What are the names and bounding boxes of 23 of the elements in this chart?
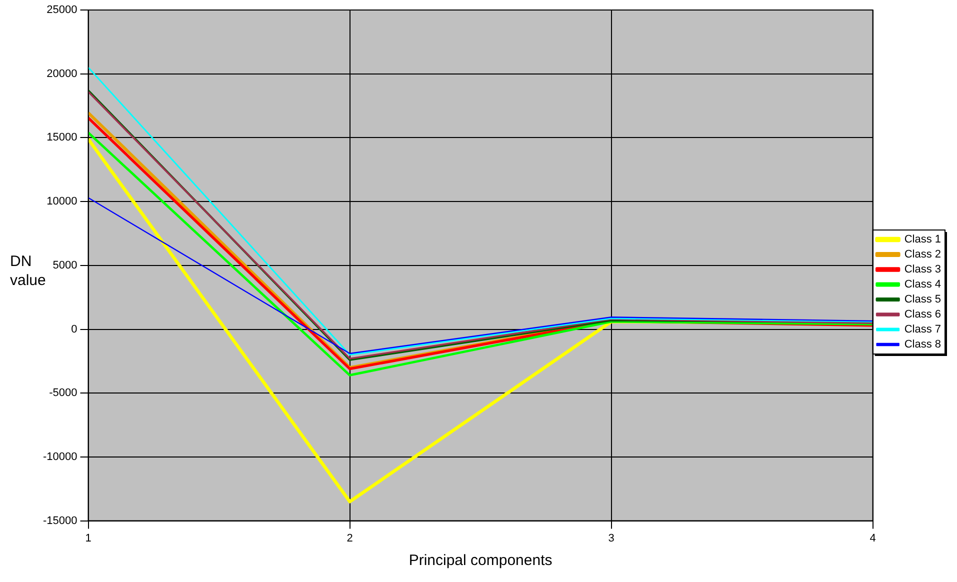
legend-label: Class 3	[904, 264, 942, 276]
legend-label: Class 1	[904, 234, 942, 246]
y-tick-label: 20000	[46, 68, 78, 80]
x-tick-label: 3	[608, 532, 614, 544]
legend-label: Class 2	[904, 248, 942, 261]
x-tick-label: 2	[346, 532, 353, 544]
legend-label: Class 7	[904, 324, 942, 336]
y-tick-label: 25000	[46, 4, 78, 16]
y-tick-label: -5000	[49, 387, 78, 400]
legend-label: Class 5	[904, 294, 942, 306]
x-tick-label: 1	[85, 532, 92, 544]
legend-label: Class 4	[904, 278, 942, 291]
y-tick-label: -15000	[42, 514, 78, 527]
x-axis-title: Principal components	[408, 552, 552, 570]
y-tick-label: 0	[71, 323, 78, 336]
y-tick-label: 15000	[46, 132, 78, 144]
y-tick-label: 10000	[46, 196, 78, 208]
y-tick-label: -10000	[42, 450, 78, 463]
y-tick-label: 5000	[52, 259, 78, 272]
x-tick-label: 4	[870, 532, 876, 544]
legend-label: Class 8	[904, 338, 942, 351]
y-axis-title: DN value	[10, 252, 47, 290]
legend-label: Class 6	[904, 308, 942, 321]
